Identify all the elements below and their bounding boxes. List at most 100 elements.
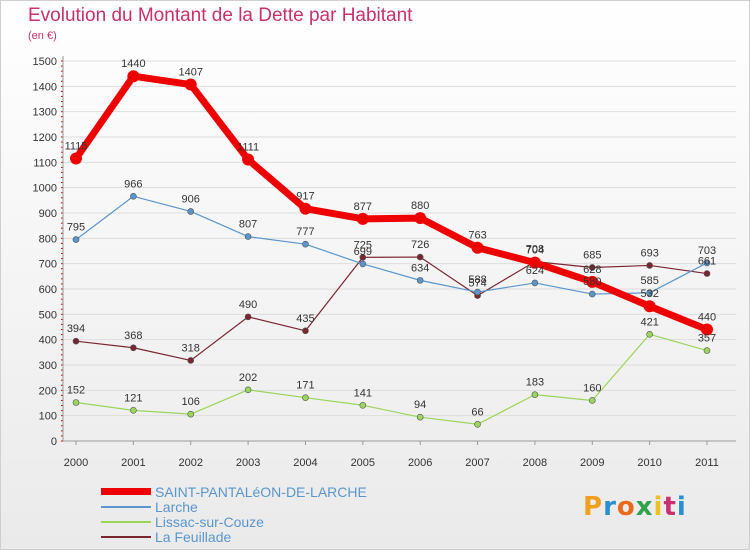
series-2-label-5: 141: [354, 387, 372, 399]
series-1-point-1: [130, 192, 137, 200]
legend-item-1: Larche: [101, 499, 367, 515]
y-tick-label-9: 900: [39, 208, 57, 220]
series-0-label-6: 880: [411, 200, 429, 212]
series-0-label-9: 628: [583, 264, 601, 276]
series-3-label-0: 394: [67, 323, 85, 335]
series-0-label-5: 877: [354, 201, 372, 213]
series-3-label-9: 685: [583, 249, 601, 261]
series-1-point-2: [187, 208, 195, 215]
y-tick-label-13: 1300: [33, 107, 57, 119]
x-tick-label-6: 2006: [408, 457, 432, 469]
series-3-label-10: 693: [640, 247, 658, 259]
series-2-label-1: 121: [124, 392, 142, 404]
series-0-point-8: [528, 256, 541, 269]
legend-swatch-0: [101, 488, 151, 495]
series-2-point-8: [531, 391, 539, 398]
series-3-point-2: [187, 357, 195, 364]
series-2-point-10: [646, 331, 653, 338]
logo-letter-3: x: [635, 492, 654, 522]
legend-item-0: SAINT-PANTALéON-DE-LARCHE: [101, 484, 367, 500]
series-2-label-7: 66: [471, 406, 483, 418]
x-tick-label-7: 2007: [465, 457, 489, 469]
series-3-point-10: [646, 262, 653, 269]
series-2-label-6: 94: [414, 399, 426, 411]
series-3-point-9: [588, 264, 596, 271]
x-tick-label-2: 2002: [178, 457, 202, 469]
y-tick-label-7: 700: [39, 259, 57, 271]
series-3-point-6: [416, 253, 424, 261]
series-0-point-9: [586, 275, 599, 288]
x-tick-label-10: 2010: [637, 457, 661, 469]
series-2-label-2: 106: [182, 396, 200, 408]
series-3-point-11: [703, 270, 711, 277]
series-1-label-1: 966: [124, 178, 142, 190]
series-1-label-5: 699: [354, 246, 372, 258]
series-1-label-6: 634: [411, 262, 429, 274]
series-3-label-5: 725: [354, 239, 372, 251]
series-2-label-8: 183: [526, 377, 544, 389]
series-2-point-3: [244, 386, 252, 394]
series-2-label-0: 152: [67, 384, 85, 396]
series-0-label-3: 1111: [237, 142, 259, 154]
series-1-point-6: [416, 277, 424, 284]
series-3-label-8: 708: [526, 244, 544, 256]
logo-letter-2: o: [616, 492, 636, 522]
series-1-point-8: [531, 279, 539, 287]
series-3-label-1: 368: [124, 330, 142, 342]
x-tick-label-1: 2001: [121, 457, 145, 469]
series-1-label-8: 624: [526, 265, 544, 277]
series-1-label-7: 588: [468, 274, 486, 286]
series-2-point-5: [359, 401, 367, 409]
series-1-point-7: [474, 288, 481, 296]
y-tick-label-3: 300: [39, 360, 57, 372]
series-3-label-7: 574: [468, 278, 486, 290]
series-0-point-0: [70, 152, 82, 165]
series-2-point-4: [302, 394, 309, 401]
series-1-point-10: [646, 289, 653, 297]
series-2-label-9: 160: [583, 382, 601, 394]
series-3-point-0: [72, 337, 80, 345]
chart-title: Evolution du Montant de la Dette par Hab…: [28, 5, 413, 26]
series-line-1: [75, 195, 708, 295]
series-1-point-5: [359, 260, 367, 268]
logo-letter-5: t: [663, 492, 677, 522]
series-0-label-8: 704: [526, 245, 544, 257]
x-tick-label-0: 2000: [64, 457, 88, 469]
series-3-point-5: [359, 254, 367, 261]
legend-swatch-1: [101, 505, 151, 508]
y-tick-label-12: 1200: [33, 132, 57, 144]
series-1-point-9: [588, 290, 596, 298]
series-line-3: [75, 256, 708, 362]
series-1-label-9: 580: [583, 276, 601, 288]
series-0-label-1: 1440: [121, 58, 145, 70]
series-2-label-10: 421: [640, 316, 658, 328]
series-3-point-1: [130, 344, 137, 352]
proxiti-logo: Proxiti: [583, 492, 687, 522]
series-3-point-3: [244, 313, 252, 321]
series-2-point-9: [588, 397, 596, 404]
series-1-label-0: 795: [67, 222, 85, 234]
series-2-point-1: [130, 407, 137, 414]
logo-letter-0: P: [583, 492, 604, 522]
series-2-point-2: [187, 410, 195, 418]
x-tick-label-5: 2005: [351, 457, 375, 469]
series-1-point-0: [72, 236, 80, 243]
logo-letter-6: i: [676, 492, 687, 522]
series-2-point-11: [703, 347, 711, 354]
series-0-point-5: [356, 212, 369, 225]
legend-swatch-2: [101, 520, 151, 523]
legend-item-2: Lissac-sur-Couze: [101, 514, 367, 530]
legend-label-3: La Feuillade: [155, 528, 232, 545]
y-tick-label-5: 500: [39, 309, 57, 321]
series-0-point-10: [643, 300, 656, 313]
series-0-label-10: 532: [640, 288, 658, 300]
series-2-label-4: 171: [296, 380, 314, 392]
series-0-point-2: [184, 78, 197, 91]
series-1-point-3: [244, 233, 252, 240]
series-1-label-3: 807: [239, 219, 257, 231]
series-2-label-3: 202: [239, 372, 257, 384]
x-tick-label-3: 2003: [236, 457, 260, 469]
x-tick-label-9: 2009: [580, 457, 604, 469]
